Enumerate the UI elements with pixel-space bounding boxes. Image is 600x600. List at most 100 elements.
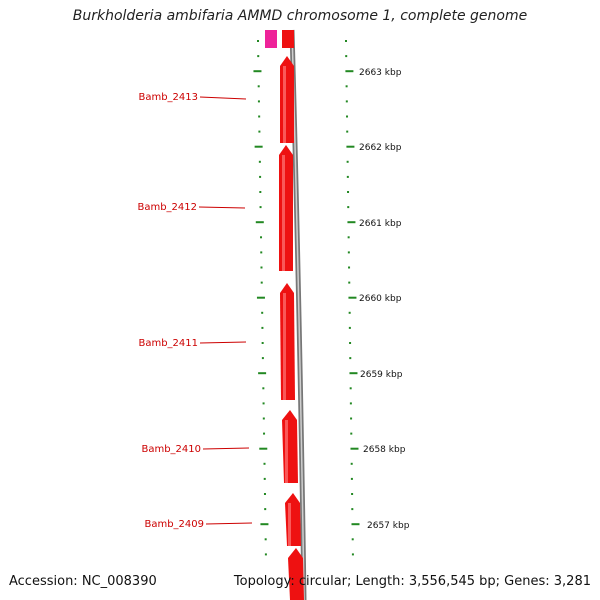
minor-tick-mark	[351, 508, 354, 511]
scale-label-2660: 2660 kbp	[359, 294, 402, 304]
minor-tick-mark	[262, 417, 265, 420]
minor-tick-mark	[350, 417, 353, 420]
minor-tick-mark	[260, 266, 263, 269]
accession-text: Accession: NC_008390	[9, 574, 157, 589]
minor-tick-mark	[258, 130, 261, 133]
minor-tick-mark	[263, 477, 266, 480]
minor-tick-mark	[257, 100, 260, 103]
major-tick-mark	[351, 523, 360, 526]
gene-label-bamb-2412[interactable]: Bamb_2412	[137, 202, 197, 213]
minor-tick-mark	[351, 553, 354, 556]
minor-tick-mark	[263, 432, 266, 435]
gene-arrow-other[interactable]	[265, 30, 277, 48]
gene-arrow-bamb-2409[interactable]	[285, 493, 301, 546]
major-tick-mark	[254, 145, 263, 148]
scale-labels: 2663 kbp 2662 kbp 2661 kbp 2660 kbp 2659…	[359, 68, 410, 531]
minor-tick-mark	[261, 342, 264, 344]
minor-tick-mark	[348, 281, 351, 284]
gene-label-bamb-2409[interactable]: Bamb_2409	[144, 519, 204, 530]
major-tick-mark	[347, 221, 356, 224]
minor-tick-mark	[345, 85, 348, 88]
minor-tick-mark	[260, 281, 263, 284]
minor-tick-mark	[259, 206, 262, 209]
minor-tick-mark	[257, 55, 260, 58]
minor-tick-mark	[346, 160, 349, 163]
minor-tick-mark	[258, 115, 261, 118]
minor-tick-mark	[262, 387, 265, 390]
minor-tick-mark	[351, 538, 354, 541]
gene-label-leader	[202, 447, 250, 450]
minor-tick-mark	[349, 342, 352, 344]
minor-tick-mark	[260, 251, 263, 254]
minor-tick-mark	[346, 175, 349, 178]
gene-label-bamb-2411[interactable]: Bamb_2411	[138, 338, 198, 349]
scale-label-2663: 2663 kbp	[359, 68, 402, 78]
minor-tick-mark	[261, 326, 264, 329]
scale-label-2659: 2659 kbp	[360, 370, 403, 380]
major-tick-mark	[258, 372, 267, 375]
minor-tick-mark	[263, 493, 266, 495]
gene-label-leader	[198, 206, 246, 209]
topology-text: Topology: circular; Length: 3,556,545 bp…	[233, 574, 591, 589]
major-tick-mark	[256, 296, 265, 299]
gene-arrow-bamb-2412[interactable]	[279, 145, 293, 271]
gene-arrow-bamb-2411[interactable]	[280, 283, 295, 400]
minor-tick-mark	[348, 311, 351, 314]
major-tick-mark	[253, 70, 262, 73]
minor-tick-mark	[349, 357, 352, 360]
minor-tick-mark	[347, 236, 350, 239]
minor-tick-mark	[261, 311, 264, 314]
minor-tick-mark	[345, 40, 347, 42]
map-title: Burkholderia ambifaria AMMD chromosome 1…	[72, 8, 528, 24]
minor-tick-mark	[259, 191, 262, 193]
major-tick-mark	[345, 70, 354, 73]
minor-tick-mark	[349, 387, 352, 390]
minor-tick-mark	[345, 55, 348, 58]
major-tick-mark	[260, 523, 269, 526]
minor-tick-mark	[347, 191, 350, 193]
scale-label-2658: 2658 kbp	[363, 445, 406, 455]
minor-tick-mark	[262, 402, 265, 405]
major-tick-mark	[349, 372, 358, 375]
scale-label-2662: 2662 kbp	[359, 143, 402, 153]
minor-tick-mark	[350, 462, 353, 465]
gene-arrow-upstream[interactable]	[282, 30, 294, 48]
minor-tick-mark	[264, 553, 267, 556]
major-tick-mark	[348, 296, 357, 299]
minor-tick-mark	[257, 40, 259, 42]
minor-tick-mark	[345, 100, 348, 103]
major-tick-mark	[255, 221, 264, 224]
gene-labels: Bamb_2413 Bamb_2412 Bamb_2411 Bamb_2410 …	[137, 92, 253, 530]
minor-tick-mark	[350, 432, 353, 435]
gene-arrow-bamb-2413[interactable]	[280, 56, 294, 143]
gene-label-bamb-2410[interactable]: Bamb_2410	[141, 444, 201, 455]
left-tick-marks	[253, 40, 269, 556]
minor-tick-mark	[349, 402, 352, 405]
minor-tick-mark	[347, 251, 350, 254]
major-tick-mark	[350, 447, 359, 450]
minor-tick-mark	[264, 538, 267, 541]
gene-arrow-highlights	[282, 66, 291, 546]
minor-tick-mark	[351, 493, 354, 495]
major-tick-mark	[346, 145, 355, 148]
major-tick-mark	[259, 447, 268, 450]
gene-label-leader	[199, 96, 247, 100]
right-tick-marks	[345, 40, 360, 556]
chromosome-backbone-highlight	[291, 29, 305, 600]
gene-label-bamb-2413[interactable]: Bamb_2413	[138, 92, 198, 103]
minor-tick-mark	[348, 266, 351, 269]
minor-tick-mark	[264, 508, 267, 511]
gene-label-leader	[199, 341, 247, 344]
minor-tick-mark	[346, 130, 349, 133]
minor-tick-mark	[259, 175, 262, 178]
scale-label-2661: 2661 kbp	[359, 219, 402, 229]
gene-arrow-bamb-2410[interactable]	[282, 410, 298, 483]
gene-label-leader	[205, 522, 253, 525]
minor-tick-mark	[261, 357, 264, 360]
gene-arrow-downstream[interactable]	[288, 548, 304, 600]
minor-tick-mark	[347, 206, 350, 209]
minor-tick-mark	[348, 326, 351, 329]
minor-tick-mark	[260, 236, 263, 239]
minor-tick-mark	[350, 477, 353, 480]
